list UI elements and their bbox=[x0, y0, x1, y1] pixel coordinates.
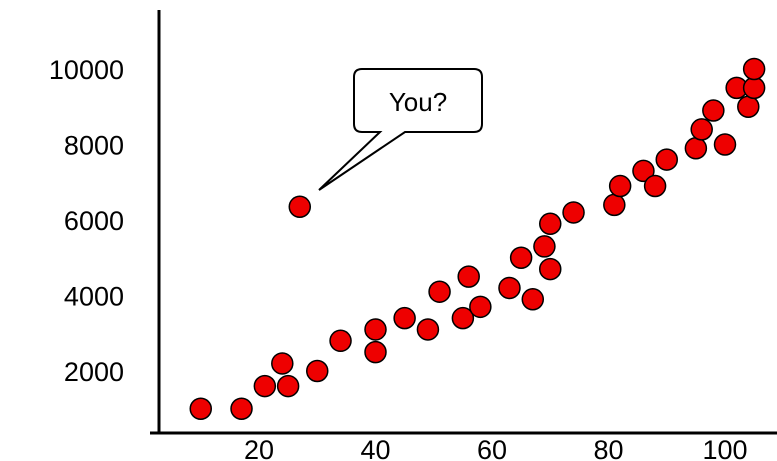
data-point bbox=[230, 397, 253, 420]
data-point bbox=[713, 133, 737, 156]
data-points bbox=[189, 57, 766, 420]
data-point bbox=[253, 374, 277, 398]
callout-text: You? bbox=[389, 87, 447, 117]
data-point bbox=[271, 352, 294, 375]
data-point bbox=[684, 137, 708, 160]
data-point bbox=[737, 95, 760, 118]
outlier-point bbox=[288, 195, 312, 219]
data-point bbox=[364, 340, 387, 364]
data-point bbox=[562, 201, 585, 224]
x-tick-label: 100 bbox=[702, 435, 747, 461]
y-tick-label: 4000 bbox=[64, 282, 124, 312]
data-point bbox=[189, 397, 212, 420]
data-point bbox=[428, 280, 451, 303]
data-point bbox=[539, 257, 562, 281]
data-point bbox=[393, 306, 416, 330]
data-point bbox=[643, 174, 667, 198]
data-point bbox=[690, 118, 713, 141]
data-point bbox=[509, 246, 533, 269]
x-tick-label: 40 bbox=[360, 435, 390, 461]
x-tick-label: 20 bbox=[244, 435, 274, 461]
data-point bbox=[632, 159, 655, 183]
data-point bbox=[742, 76, 766, 100]
data-point bbox=[329, 329, 352, 353]
data-point bbox=[469, 295, 492, 319]
y-tick-label: 8000 bbox=[64, 131, 124, 161]
data-point bbox=[742, 57, 766, 81]
callout-bubble bbox=[318, 68, 483, 191]
data-point bbox=[306, 359, 329, 383]
data-point bbox=[603, 193, 626, 217]
callout: You? bbox=[318, 68, 483, 191]
data-point bbox=[533, 235, 556, 258]
y-tick-label: 10000 bbox=[49, 55, 124, 85]
y-tick-label: 6000 bbox=[64, 206, 124, 236]
data-point bbox=[539, 212, 562, 236]
x-tick-labels: 20 40 60 80 100 bbox=[244, 435, 748, 461]
data-point bbox=[364, 318, 387, 341]
data-point bbox=[451, 306, 475, 330]
data-point bbox=[655, 148, 678, 171]
data-point bbox=[498, 276, 521, 300]
data-point bbox=[457, 265, 480, 288]
data-point bbox=[416, 318, 440, 341]
data-point bbox=[702, 99, 725, 122]
data-point bbox=[521, 288, 545, 311]
y-tick-labels: 2000 4000 6000 8000 10000 bbox=[49, 55, 124, 387]
x-tick-label: 60 bbox=[477, 435, 507, 461]
data-point bbox=[276, 374, 300, 398]
x-tick-label: 80 bbox=[593, 435, 623, 461]
data-point bbox=[608, 174, 632, 198]
y-tick-label: 2000 bbox=[64, 357, 124, 387]
